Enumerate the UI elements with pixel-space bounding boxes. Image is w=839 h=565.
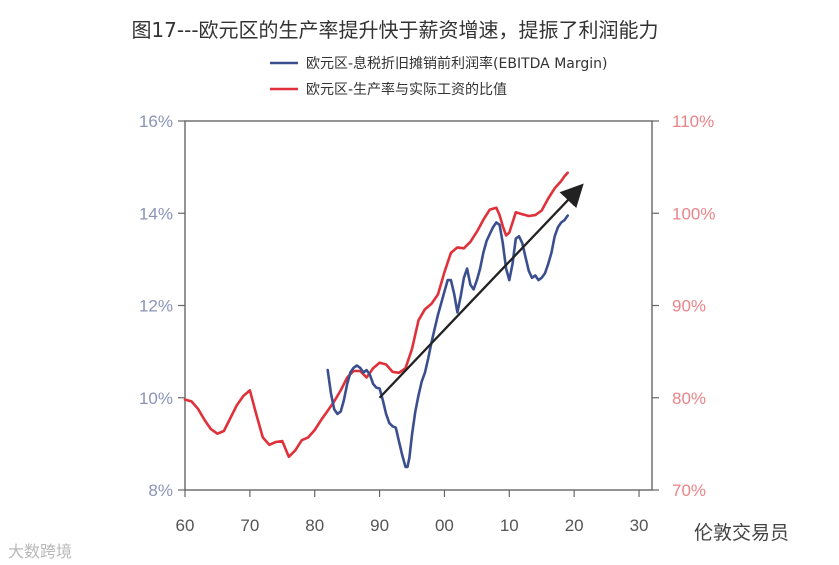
- legend-label-productivity: 欧元区-生产率与实际工资的比值: [306, 81, 507, 98]
- right-tick-label: 100%: [672, 204, 715, 223]
- right-tick-label: 80%: [672, 389, 706, 408]
- watermark-right: 伦敦交易员: [694, 522, 790, 544]
- plot-frame: [184, 120, 653, 491]
- x-tick-label: 10: [500, 516, 519, 535]
- left-tick-label: 12%: [139, 297, 173, 316]
- legend-label-ebitda: 欧元区-息税折旧摊销前利润率(EBITDA Margin): [306, 55, 608, 72]
- chart-title: 图17---欧元区的生产率提升快于薪资增速，提振了利润能力: [131, 18, 659, 42]
- x-tick-label: 60: [176, 516, 195, 535]
- series-line-ebitda: [326, 214, 569, 469]
- x-tick-label: 20: [565, 516, 584, 535]
- left-tick-label: 16%: [139, 112, 173, 131]
- left-tick-label: 8%: [148, 481, 173, 500]
- x-tick-label: 80: [305, 516, 324, 535]
- left-tick-label: 14%: [139, 204, 173, 223]
- x-tick-label: 70: [240, 516, 259, 535]
- right-axis: 70% 80% 90% 100% 110%: [652, 112, 715, 500]
- right-tick-label: 70%: [672, 481, 706, 500]
- left-tick-label: 10%: [139, 389, 173, 408]
- watermark-left: 大数跨境: [8, 542, 73, 561]
- x-axis: 60 70 80 90 00 10 20 30: [176, 490, 649, 535]
- right-tick-label: 110%: [672, 112, 714, 131]
- series-layer: [183, 171, 569, 469]
- series-line-productivity: [183, 171, 569, 459]
- trend-arrow: [378, 183, 584, 399]
- right-tick-label: 90%: [672, 297, 706, 316]
- x-tick-label: 00: [435, 516, 454, 535]
- left-axis: 8% 10% 12% 14% 16%: [139, 112, 185, 500]
- x-tick-label: 30: [630, 516, 649, 535]
- x-tick-label: 90: [370, 516, 389, 535]
